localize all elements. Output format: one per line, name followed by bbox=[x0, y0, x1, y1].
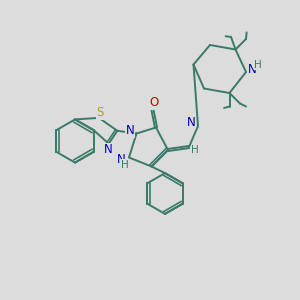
Text: N: N bbox=[125, 124, 134, 137]
Text: N: N bbox=[248, 62, 257, 76]
Text: N: N bbox=[116, 153, 125, 167]
Text: S: S bbox=[97, 106, 104, 119]
Text: H: H bbox=[121, 160, 128, 170]
Text: H: H bbox=[191, 145, 199, 155]
Text: O: O bbox=[150, 96, 159, 110]
Text: N: N bbox=[187, 116, 196, 129]
Text: H: H bbox=[254, 59, 262, 70]
Text: N: N bbox=[104, 143, 112, 156]
